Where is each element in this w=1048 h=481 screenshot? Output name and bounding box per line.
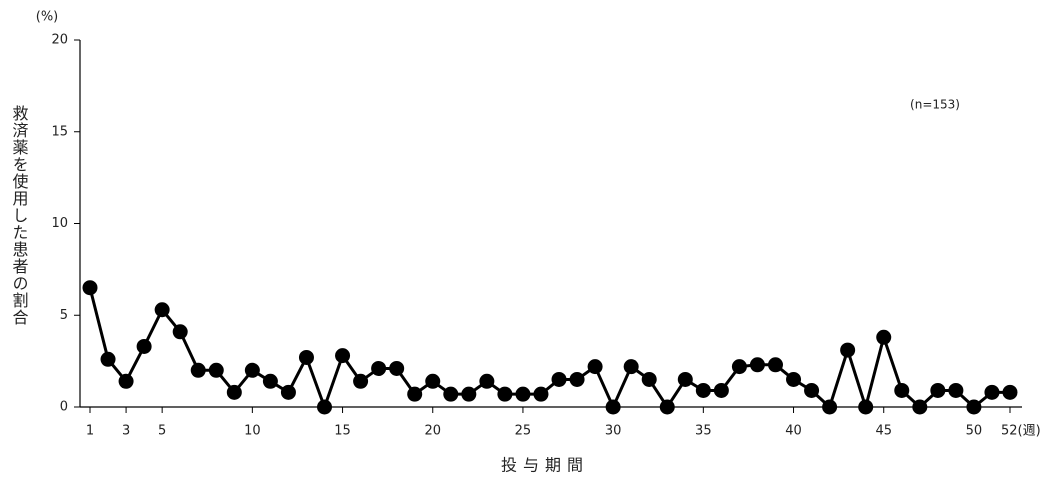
point xyxy=(822,399,838,415)
x-tick-label: 50 xyxy=(966,424,983,439)
point xyxy=(100,351,116,367)
point xyxy=(876,329,892,345)
point xyxy=(317,399,333,415)
point xyxy=(623,359,639,375)
point xyxy=(335,348,351,364)
point xyxy=(605,399,621,415)
x-tick-label: 35 xyxy=(695,424,712,439)
point xyxy=(533,386,549,402)
point xyxy=(515,386,531,402)
point xyxy=(677,371,693,387)
point xyxy=(551,371,567,387)
point xyxy=(280,384,296,400)
point xyxy=(641,371,657,387)
point xyxy=(930,382,946,398)
y-axis-label: 救済薬を使用した患者の割合 xyxy=(10,105,29,326)
x-tick-label: 52(週) xyxy=(1001,424,1041,439)
point xyxy=(695,382,711,398)
point xyxy=(587,359,603,375)
point xyxy=(1002,384,1018,400)
x-tick-label: 25 xyxy=(515,424,532,439)
point xyxy=(731,359,747,375)
point xyxy=(912,399,928,415)
point xyxy=(389,360,405,376)
point xyxy=(767,357,783,373)
point xyxy=(244,362,260,378)
y-tick-label: 5 xyxy=(60,308,68,323)
point xyxy=(154,302,170,318)
point xyxy=(443,386,459,402)
x-tick-label: 40 xyxy=(785,424,802,439)
point xyxy=(569,371,585,387)
x-tick-label: 30 xyxy=(605,424,622,439)
x-tick-label: 5 xyxy=(158,424,166,439)
point xyxy=(118,373,134,389)
point xyxy=(497,386,513,402)
y-tick-label: 10 xyxy=(51,216,68,231)
x-tick-label: 45 xyxy=(875,424,892,439)
point xyxy=(713,382,729,398)
point xyxy=(190,362,206,378)
point xyxy=(82,280,98,296)
point xyxy=(407,386,423,402)
point xyxy=(858,399,874,415)
y-tick-label: 15 xyxy=(51,124,68,139)
point xyxy=(659,399,675,415)
point xyxy=(353,373,369,389)
x-tick-label: 10 xyxy=(244,424,261,439)
point xyxy=(371,360,387,376)
point xyxy=(894,382,910,398)
y-tick-label: 0 xyxy=(60,400,68,415)
point xyxy=(786,371,802,387)
point xyxy=(749,357,765,373)
annotation: (n=153) xyxy=(910,98,960,112)
point xyxy=(172,324,188,340)
x-tick-label: 20 xyxy=(424,424,441,439)
point xyxy=(966,399,982,415)
point xyxy=(298,349,314,365)
point xyxy=(262,373,278,389)
x-tick-label: 15 xyxy=(334,424,351,439)
point xyxy=(208,362,224,378)
line xyxy=(88,287,1010,413)
x-tick-label: 3 xyxy=(122,424,130,439)
point xyxy=(948,382,964,398)
x-tick-label: 1 xyxy=(86,424,94,439)
point xyxy=(984,384,1000,400)
y-unit: (%) xyxy=(36,10,59,25)
x-axis-label: 投与期間 xyxy=(501,456,589,475)
point xyxy=(226,384,242,400)
point xyxy=(804,382,820,398)
point xyxy=(136,338,152,354)
point xyxy=(479,373,495,389)
point xyxy=(840,342,856,358)
y-tick-label: 20 xyxy=(51,33,68,48)
point xyxy=(461,386,477,402)
point xyxy=(425,373,441,389)
